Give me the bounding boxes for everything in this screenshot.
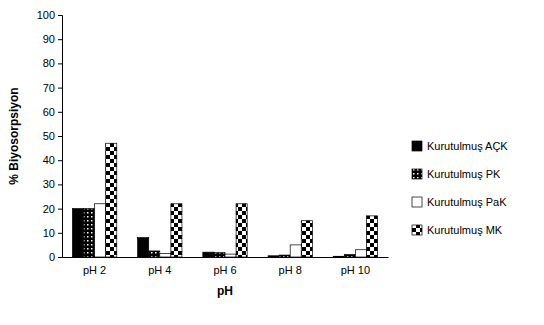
x-axis-line bbox=[63, 257, 389, 258]
y-tick-mark bbox=[58, 184, 62, 185]
bar bbox=[333, 256, 344, 257]
x-tick: pH 4 bbox=[148, 257, 171, 276]
x-axis: pH 2 pH 4 pH 6 pH 8 pH 10 bbox=[63, 257, 389, 276]
bar bbox=[301, 221, 312, 257]
y-tick-mark bbox=[58, 63, 62, 64]
bar bbox=[355, 250, 366, 257]
y-tick-mark bbox=[58, 136, 62, 137]
series bbox=[106, 143, 378, 257]
x-tick: pH 6 bbox=[213, 257, 236, 276]
y-tick: 30 bbox=[43, 178, 62, 190]
y-tick-label: 100 bbox=[37, 9, 55, 21]
y-tick-label: 70 bbox=[43, 82, 55, 94]
y-tick-mark bbox=[58, 15, 62, 16]
series bbox=[84, 209, 356, 257]
y-tick-mark bbox=[58, 209, 62, 210]
y-tick-mark bbox=[58, 257, 62, 258]
y-tick: 100 bbox=[37, 9, 62, 21]
chart: 0102030405060708090100pH 2pH 4pH 6pH 8pH… bbox=[0, 0, 544, 325]
bars bbox=[72, 143, 377, 257]
x-tick-label: pH 8 bbox=[279, 264, 302, 276]
legend-swatch bbox=[412, 141, 422, 151]
x-tick: pH 10 bbox=[341, 257, 370, 276]
bar bbox=[225, 254, 236, 257]
x-tick: pH 8 bbox=[279, 257, 302, 276]
plot: 0102030405060708090100pH 2pH 4pH 6pH 8pH… bbox=[37, 9, 389, 276]
x-tick-label: pH 6 bbox=[213, 264, 236, 276]
bar bbox=[149, 251, 160, 257]
bar bbox=[290, 245, 301, 257]
y-tick: 60 bbox=[43, 106, 62, 118]
bar bbox=[344, 255, 355, 257]
bar bbox=[279, 255, 290, 257]
bar bbox=[366, 216, 377, 257]
y-tick-label: 10 bbox=[43, 227, 55, 239]
y-tick-label: 50 bbox=[43, 130, 55, 142]
y-tick-mark bbox=[58, 88, 62, 89]
legend-swatch bbox=[412, 169, 422, 179]
bar bbox=[214, 253, 225, 257]
bar bbox=[160, 253, 171, 257]
y-tick-label: 60 bbox=[43, 106, 55, 118]
y-tick: 40 bbox=[43, 154, 62, 166]
y-tick: 80 bbox=[43, 57, 62, 69]
x-axis-title: pH bbox=[217, 284, 233, 298]
y-tick: 10 bbox=[43, 227, 62, 239]
legend-label: Kurutulmuş PK bbox=[427, 168, 501, 180]
y-tick-label: 90 bbox=[43, 33, 55, 45]
x-tick: pH 2 bbox=[83, 257, 106, 276]
y-tick-label: 30 bbox=[43, 178, 55, 190]
bar bbox=[106, 143, 117, 257]
legend-swatch bbox=[412, 225, 422, 235]
y-tick-label: 20 bbox=[43, 203, 55, 215]
bar bbox=[95, 204, 106, 257]
x-tick-label: pH 2 bbox=[83, 264, 106, 276]
y-axis-title: % Biyosorpsiyon bbox=[7, 87, 21, 184]
legend-label: Kurutulmuş AÇK bbox=[427, 140, 508, 152]
y-tick-label: 0 bbox=[49, 251, 55, 263]
legend-label: Kurutulmuş MK bbox=[427, 224, 503, 236]
y-tick-label: 40 bbox=[43, 154, 55, 166]
bar bbox=[236, 204, 247, 257]
bar bbox=[171, 204, 182, 257]
bar bbox=[84, 209, 95, 257]
y-tick-mark bbox=[58, 39, 62, 40]
y-tick: 70 bbox=[43, 82, 62, 94]
y-tick: 90 bbox=[43, 33, 62, 45]
y-tick-label: 80 bbox=[43, 57, 55, 69]
legend-swatch bbox=[412, 197, 422, 207]
y-tick-mark bbox=[58, 112, 62, 113]
legend: Kurutulmuş AÇK Kurutulmuş PK Kurutulmuş Pa… bbox=[412, 140, 508, 236]
legend-label: Kurutulmuş PaK bbox=[427, 196, 507, 208]
y-tick-mark bbox=[58, 233, 62, 234]
y-axis-line bbox=[58, 16, 63, 258]
bar bbox=[72, 209, 83, 257]
bar bbox=[268, 256, 279, 257]
bar bbox=[138, 238, 149, 257]
y-tick: 0 bbox=[49, 251, 62, 263]
x-tick-label: pH 10 bbox=[341, 264, 370, 276]
bar bbox=[203, 252, 214, 257]
y-tick-mark bbox=[58, 160, 62, 161]
x-tick-label: pH 4 bbox=[148, 264, 171, 276]
y-tick: 20 bbox=[43, 203, 62, 215]
y-axis: 0 10 20 30 40 50 60 70 80 90 100 bbox=[37, 9, 63, 263]
series bbox=[95, 204, 367, 257]
y-tick: 50 bbox=[43, 130, 62, 142]
